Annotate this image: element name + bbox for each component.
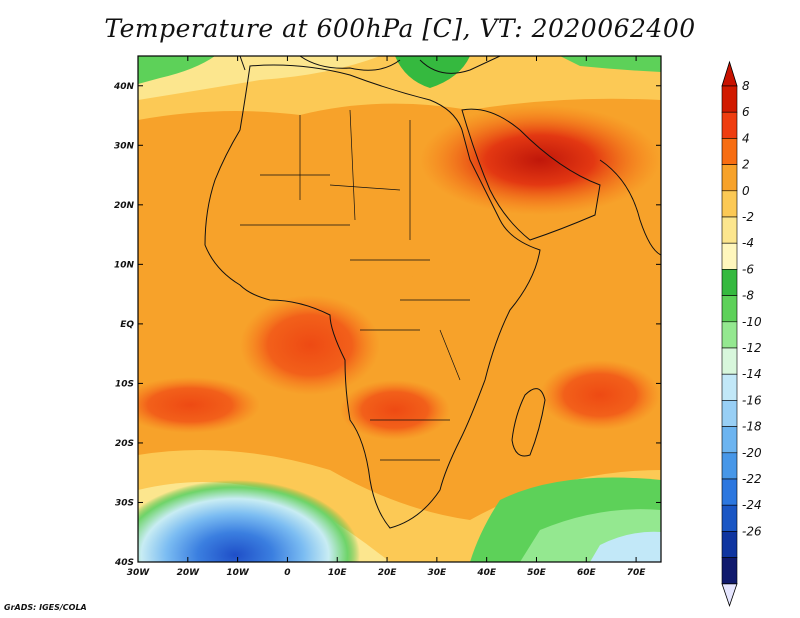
longitude-axis: 30W 20W 10W 0 10E 20E 30E 40E 50E 60E 70E: [127, 56, 647, 578]
colorbar-segment: [721, 295, 738, 323]
colorbar-segment: [721, 531, 738, 558]
lon-tick-label: 60E: [577, 568, 597, 578]
lon-tick-label: 20W: [177, 568, 201, 578]
colorbar-label: 8: [742, 79, 750, 93]
lon-tick-label: 30W: [127, 568, 151, 578]
lon-tick-label: 70E: [627, 568, 647, 578]
colorbar-label: -26: [742, 524, 762, 538]
colorbar-label: -4: [742, 236, 754, 250]
colorbar-label: -22: [742, 472, 762, 486]
lat-tick-label: 40N: [113, 82, 135, 92]
lat-tick-label: 20S: [115, 439, 134, 449]
latitude-axis: 40N 30N 20N 10N EQ 10S 20S 30S 40S: [113, 82, 661, 568]
colorbar-segment: [721, 557, 738, 585]
map-frame: [137, 55, 662, 563]
coastlines: [204, 56, 661, 529]
colorbar-segment: [721, 216, 738, 244]
colorbar-label: -6: [742, 262, 754, 276]
colorbar-label: -8: [742, 289, 754, 303]
colorbar: 8 6 4 2 0 -2 -4 -6 -8 -10 -12 -14 -16 -18 -20 -22 -24 -26: [721, 60, 762, 608]
map-title: Temperature at 600hPa [C], VT: 202006240…: [104, 14, 696, 43]
lon-tick-label: 40E: [476, 568, 497, 578]
border-lines: [240, 109, 470, 461]
colorbar-segment: [721, 242, 738, 270]
colorbar-label: -10: [742, 315, 762, 329]
colorbar-segment: [721, 85, 738, 113]
colorbar-segment: [721, 452, 738, 480]
colorbar-label: 4: [742, 131, 750, 145]
colorbar-segment: [721, 111, 738, 139]
colorbar-segment: [721, 504, 738, 532]
india-coastline: [599, 159, 661, 256]
lat-tick-label: 10S: [115, 379, 134, 389]
colorbar-under-arrow: [721, 583, 738, 608]
europe-coastline: [239, 56, 501, 74]
lat-tick-label: 20N: [114, 201, 135, 211]
lat-tick-label: 30S: [115, 498, 134, 508]
colorbar-segment: [721, 190, 738, 218]
lon-tick-label: 0: [284, 568, 290, 578]
colorbar-label: -2: [742, 210, 754, 224]
colorbar-label: -16: [742, 393, 762, 407]
arabia-coastline: [461, 108, 601, 241]
colorbar-segment: [721, 138, 738, 165]
lon-tick-label: 30E: [428, 568, 448, 578]
colorbar-segment: [721, 321, 738, 349]
colorbar-segment: [721, 478, 738, 506]
colorbar-label: 0: [742, 184, 750, 198]
lat-tick-label: EQ: [120, 320, 134, 330]
colorbar-segment: [721, 373, 738, 401]
lat-tick-label: 30N: [114, 141, 135, 151]
lon-tick-label: 10W: [226, 568, 250, 578]
colorbar-label: 2: [742, 158, 750, 172]
colorbar-segment: [721, 400, 738, 427]
colorbar-segment: [721, 164, 738, 192]
lon-tick-label: 20E: [378, 568, 398, 578]
colorbar-label: 6: [742, 105, 750, 119]
lat-tick-label: 40S: [114, 558, 134, 568]
colorbar-segment: [721, 426, 738, 454]
colorbar-label: -18: [742, 420, 762, 434]
temperature-field: [138, 56, 661, 562]
lon-tick-label: 50E: [527, 568, 547, 578]
colorbar-segment: [721, 347, 738, 375]
colorbar-label: -24: [742, 498, 762, 512]
colorbar-segment: [721, 269, 738, 296]
madagascar-coastline: [511, 388, 546, 457]
africa-coastline: [204, 64, 541, 529]
colorbar-over-arrow: [721, 60, 738, 87]
lon-tick-label: 10E: [328, 568, 348, 578]
colorbar-label: -12: [742, 341, 762, 355]
lat-tick-label: 10N: [114, 260, 135, 270]
grads-credit: GrADS: IGES/COLA: [4, 603, 87, 612]
colorbar-label: -14: [742, 367, 762, 381]
colorbar-label: -20: [742, 446, 762, 460]
